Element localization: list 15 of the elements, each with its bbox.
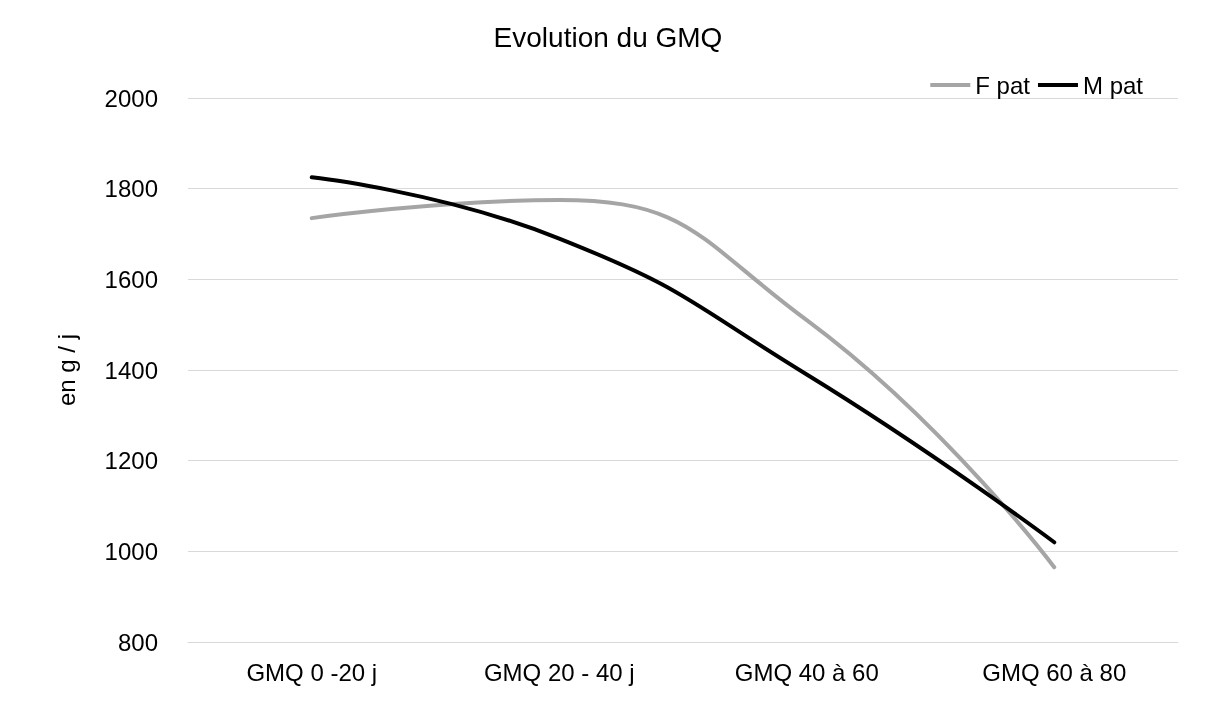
y-tick-label: 1200 [104, 447, 158, 475]
y-tick-label: 1000 [104, 537, 158, 565]
x-tick-label: GMQ 0 -20 j [246, 658, 378, 686]
chart-title: Evolution du GMQ [493, 21, 723, 53]
y-tick-label: 800 [117, 628, 158, 656]
x-tick-label: GMQ 60 à 80 [982, 658, 1127, 686]
y-tick-label: 1600 [104, 265, 158, 293]
y-axis-title: en g / j [52, 333, 80, 407]
x-tick-label: GMQ 40 à 60 [734, 658, 879, 686]
y-tick-label: 2000 [104, 84, 158, 112]
legend-label: M pat [1082, 71, 1144, 99]
y-tick-label: 1400 [104, 356, 158, 384]
y-tick-label: 1800 [104, 175, 158, 203]
x-tick-label: GMQ 20 - 40 j [483, 658, 635, 686]
legend-label: F pat [975, 71, 1031, 99]
